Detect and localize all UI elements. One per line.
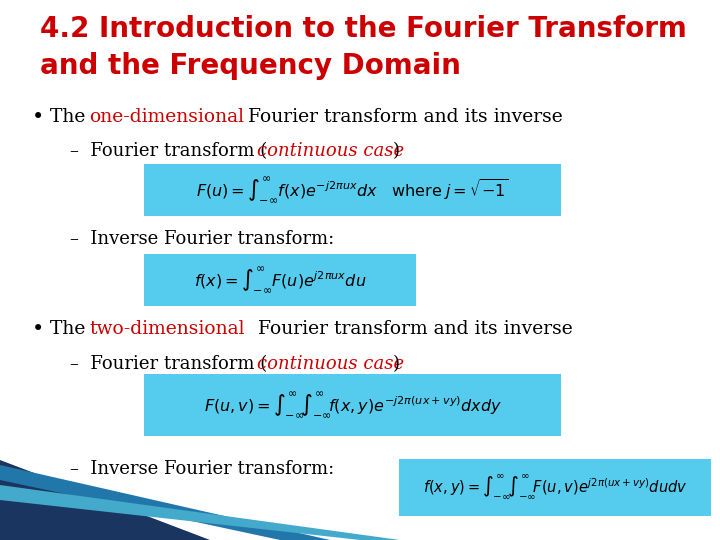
FancyBboxPatch shape xyxy=(144,254,416,306)
Text: $f(x,y)=\int_{-\infty}^{\infty}\!\int_{-\infty}^{\infty}\! F(u,v)e^{j2\pi(ux+vy): $f(x,y)=\int_{-\infty}^{\infty}\!\int_{-… xyxy=(423,474,688,502)
Text: ): ) xyxy=(393,142,400,160)
Text: The: The xyxy=(50,108,91,126)
Polygon shape xyxy=(0,460,210,540)
Text: continuous case: continuous case xyxy=(257,142,404,160)
Text: Fourier transform and its inverse: Fourier transform and its inverse xyxy=(242,108,563,126)
Text: –  Inverse Fourier transform:: – Inverse Fourier transform: xyxy=(70,460,334,478)
Text: 4.2 Introduction to the Fourier Transform: 4.2 Introduction to the Fourier Transfor… xyxy=(40,15,687,43)
Text: Fourier transform and its inverse: Fourier transform and its inverse xyxy=(252,320,572,338)
Text: $F(u)=\int_{-\infty}^{\infty} f(x)e^{-j2\pi ux}dx \quad \mathrm{where}\; j=\sqrt: $F(u)=\int_{-\infty}^{\infty} f(x)e^{-j2… xyxy=(197,175,509,205)
Text: •: • xyxy=(32,108,44,127)
Text: –  Inverse Fourier transform:: – Inverse Fourier transform: xyxy=(70,230,334,248)
Polygon shape xyxy=(0,465,330,540)
Text: two-dimensional: two-dimensional xyxy=(89,320,245,338)
Text: $f(x)=\int_{-\infty}^{\infty} F(u)e^{j2\pi ux}du$: $f(x)=\int_{-\infty}^{\infty} F(u)e^{j2\… xyxy=(194,265,366,295)
Text: ): ) xyxy=(393,355,400,373)
FancyBboxPatch shape xyxy=(399,459,711,516)
Text: and the Frequency Domain: and the Frequency Domain xyxy=(40,52,461,80)
Text: $F(u,v)=\int_{-\infty}^{\infty}\!\int_{-\infty}^{\infty}\! f(x,y)e^{-j2\pi(ux+vy: $F(u,v)=\int_{-\infty}^{\infty}\!\int_{-… xyxy=(204,390,501,420)
Text: The: The xyxy=(50,320,91,338)
Text: continuous case: continuous case xyxy=(257,355,404,373)
Text: –  Fourier transform (: – Fourier transform ( xyxy=(70,142,267,160)
Polygon shape xyxy=(0,485,400,540)
Text: •: • xyxy=(32,320,44,339)
Text: –  Fourier transform (: – Fourier transform ( xyxy=(70,355,267,373)
FancyBboxPatch shape xyxy=(144,164,561,216)
Text: one-dimensional: one-dimensional xyxy=(89,108,244,126)
FancyBboxPatch shape xyxy=(144,374,561,436)
